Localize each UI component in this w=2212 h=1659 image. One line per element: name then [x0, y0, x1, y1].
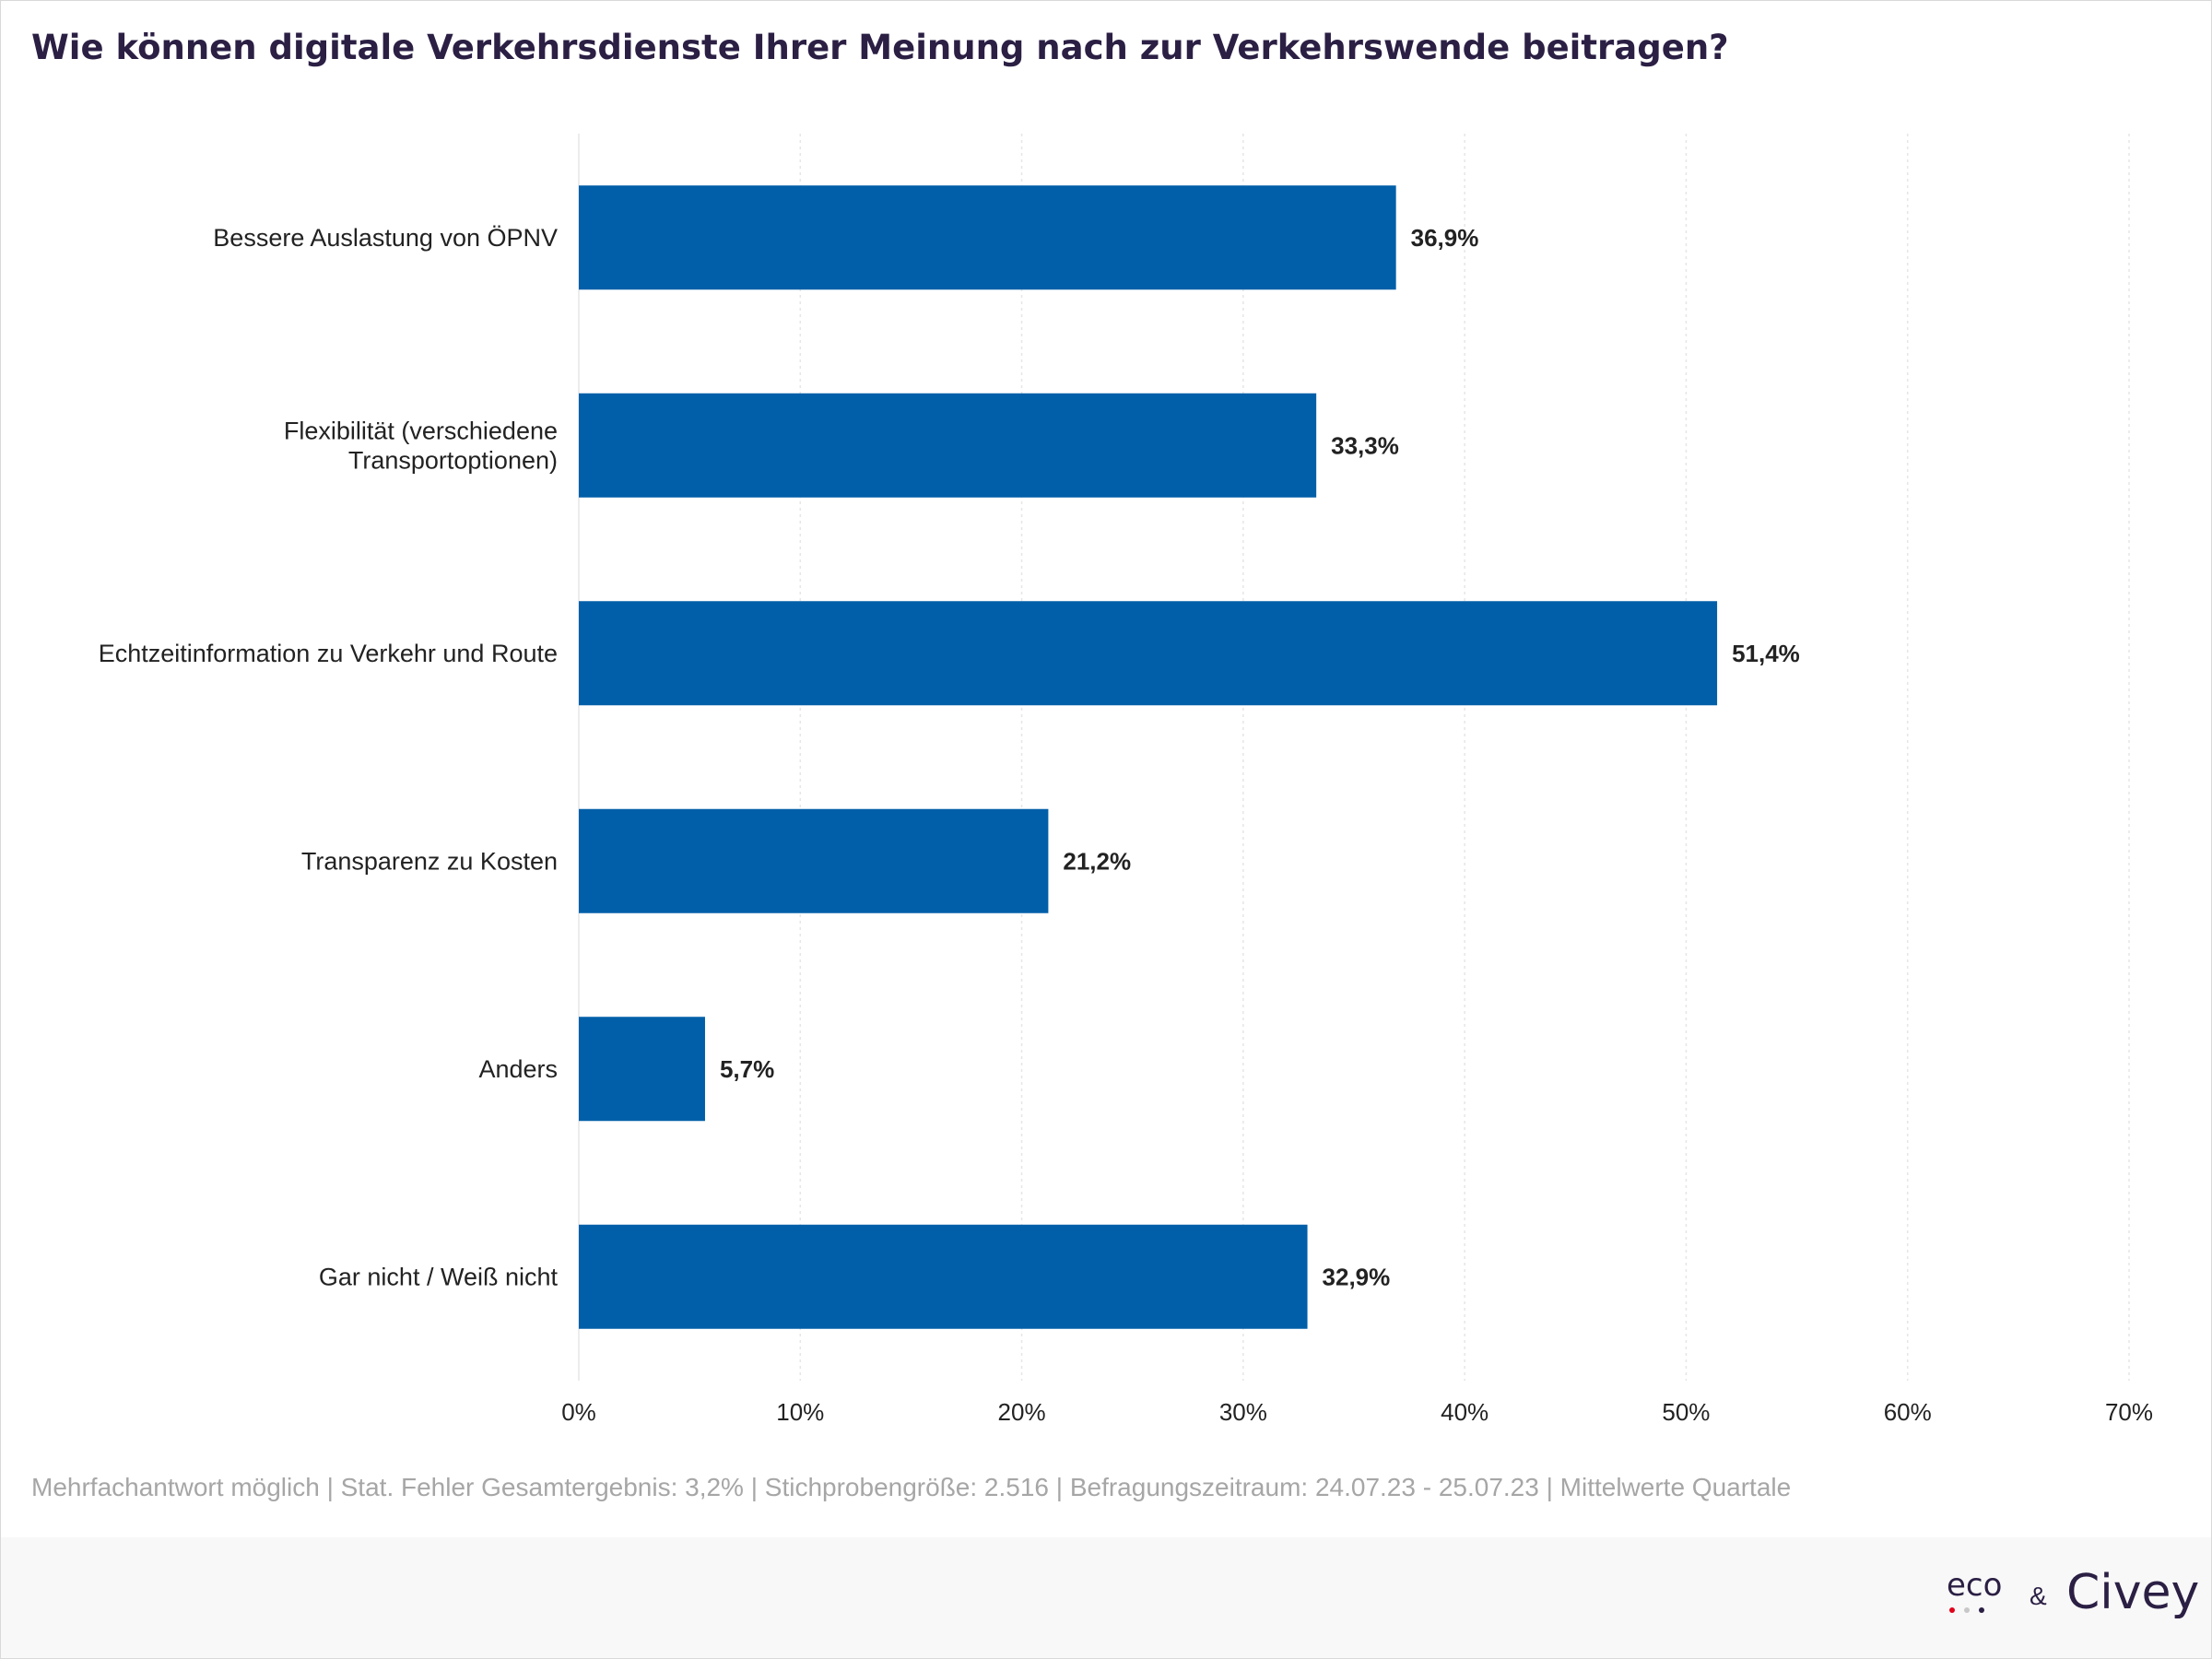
x-tick-label: 60%	[1884, 1398, 1932, 1426]
category-label: Transparenz zu Kosten	[301, 847, 558, 875]
x-tick-label: 30%	[1219, 1398, 1267, 1426]
footer-band	[1, 1537, 2211, 1658]
bar	[579, 1017, 705, 1122]
footnote: Mehrfachantwort möglich | Stat. Fehler G…	[31, 1473, 1792, 1501]
bar-chart: 0% 10% 20% 30% 40% 50% 60% 70% 36,9% Bessere Ausl…	[99, 134, 2153, 1426]
bar-value-label: 33,3%	[1331, 431, 1399, 459]
x-tick-label: 50%	[1662, 1398, 1710, 1426]
civey-logo: Civey	[2066, 1565, 2200, 1620]
bar	[579, 1224, 1308, 1329]
bar	[579, 185, 1396, 290]
bar-value-label: 51,4%	[1732, 640, 1800, 667]
category-label: Anders	[478, 1055, 558, 1083]
x-tick-label: 10%	[776, 1398, 824, 1426]
bar-value-label: 5,7%	[720, 1055, 774, 1083]
bar-value-label: 21,2%	[1063, 847, 1131, 875]
category-label: Echtzeitinformation zu Verkehr und Route	[99, 640, 558, 667]
bar	[579, 808, 1049, 913]
bar	[579, 601, 1718, 706]
category-label: Flexibilität (verschiedene Transportoptio…	[284, 417, 558, 474]
x-tick-label: 40%	[1441, 1398, 1488, 1426]
ampersand: &	[2030, 1582, 2047, 1610]
x-tick-label: 20%	[998, 1398, 1046, 1426]
x-tick-label: 0%	[561, 1398, 596, 1426]
bar	[579, 393, 1317, 498]
bar-value-label: 32,9%	[1323, 1263, 1391, 1290]
category-label: Bessere Auslastung von ÖPNV	[213, 224, 558, 252]
eco-logo: eco	[1947, 1567, 2003, 1604]
category-label: Gar nicht / Weiß nicht	[319, 1263, 559, 1290]
x-tick-label: 70%	[2105, 1398, 2153, 1426]
bar-value-label: 36,9%	[1411, 224, 1479, 252]
eco-logo-dots	[1949, 1607, 1984, 1613]
chart-title: Wie können digitale Verkehrsdienste Ihre…	[31, 28, 1729, 67]
